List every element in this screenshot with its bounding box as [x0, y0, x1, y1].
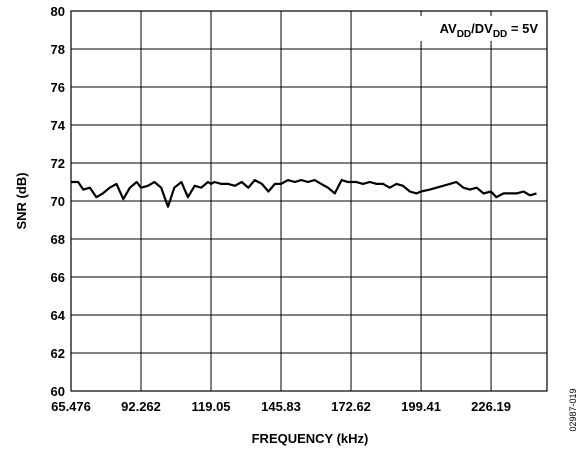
y-tick-labels: 60 62 64 66 68 70 72 74 76 78 80 — [51, 4, 66, 399]
x-tick-label-4: 172.62 — [331, 399, 371, 414]
y-tick-label-2: 64 — [51, 308, 66, 323]
y-tick-label-1: 62 — [51, 346, 65, 361]
x-axis-label: FREQUENCY (kHz) — [252, 431, 369, 446]
y-axis-label: SNR (dB) — [14, 172, 29, 229]
x-tick-label-3: 145.83 — [261, 399, 301, 414]
legend-part-sub1: DD — [457, 29, 471, 40]
legend-part-mid: /DV — [471, 21, 493, 36]
y-tick-label-8: 76 — [51, 80, 65, 95]
legend-part-base: AV — [440, 21, 457, 36]
x-tick-label-2: 119.05 — [191, 399, 230, 414]
y-tick-label-7: 74 — [51, 118, 66, 133]
x-tick-labels: 65.476 92.262 119.05 145.83 172.62 199.41 226.… — [51, 399, 511, 414]
y-tick-label-9: 78 — [51, 42, 65, 57]
figure-id: 02987-019 — [568, 388, 578, 431]
y-tick-label-4: 68 — [51, 232, 65, 247]
legend-box — [398, 16, 542, 41]
legend-part-sub2: DD — [493, 29, 507, 40]
x-tick-label-6: 226.19 — [471, 399, 511, 414]
x-tick-label-5: 199.41 — [401, 399, 441, 414]
y-tick-label-3: 66 — [51, 270, 65, 285]
legend-label: AVDD/DVDD = 5V — [440, 21, 539, 40]
y-tick-label-5: 70 — [51, 194, 65, 209]
plot-frame — [70, 10, 548, 392]
legend-part-tail: = 5V — [507, 21, 538, 36]
x-tick-label-1: 92.262 — [121, 399, 161, 414]
y-tick-label-6: 72 — [51, 156, 65, 171]
series-line-0 — [71, 179, 537, 208]
y-tick-label-10: 80 — [51, 4, 65, 19]
series-group — [71, 179, 537, 208]
y-tick-label-0: 60 — [51, 384, 65, 399]
x-tick-label-0: 65.476 — [51, 399, 91, 414]
